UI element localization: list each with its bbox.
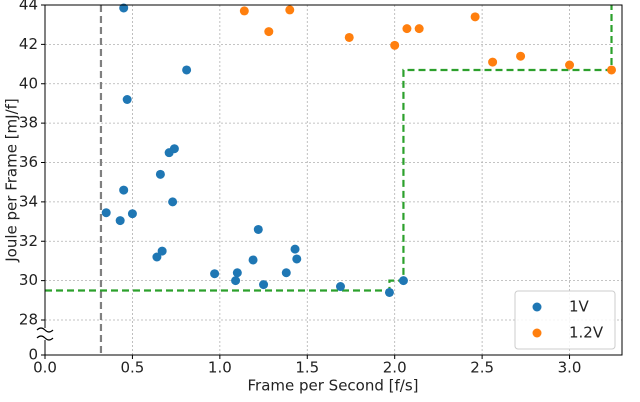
x-axis-label: Frame per Second [f/s] [247,377,418,395]
data-point [253,224,263,234]
data-point [182,65,192,75]
frontier-line [45,5,613,292]
data-point [152,252,162,262]
legend-label: 1.2V [569,324,604,342]
data-point [101,208,111,218]
data-point [281,268,291,278]
legend-label: 1V [569,298,590,316]
x-tick-label: 3.0 [558,359,582,377]
y-tick-label: 0 [28,346,38,364]
y-tick-label: 42 [19,35,38,53]
data-point [344,32,354,42]
y-tick-label: 28 [19,311,38,329]
x-tick-label: 1.0 [208,359,232,377]
data-point [157,246,167,256]
x-tick-label: 0.5 [120,359,144,377]
data-point [398,276,408,286]
data-point [119,185,129,195]
data-point [115,216,125,226]
data-point [335,282,345,292]
data-point [390,40,400,50]
data-point [232,268,242,278]
y-tick-label: 40 [19,74,38,92]
plot-frame [44,4,623,356]
x-tick-label: 1.5 [295,359,319,377]
y-tick-label: 34 [19,192,38,210]
data-point [248,255,258,265]
data-point [210,269,220,279]
y-axis-label: Joule per Frame [mJ/f] [3,98,21,263]
data-point [285,5,295,15]
axis-break-mask [42,328,48,340]
y-tick-label: 36 [19,153,38,171]
data-point [384,287,394,297]
legend-marker [532,302,542,312]
data-point [122,95,132,104]
data-point [292,254,302,264]
y-tick-label: 32 [19,232,38,250]
data-point [164,148,174,158]
data-point [414,24,424,34]
data-point [127,209,137,219]
data-point [259,280,269,290]
x-tick-label: 0.0 [33,359,57,377]
y-tick-label: 30 [19,271,38,289]
data-point [168,197,178,207]
y-tick-label: 38 [19,114,38,132]
data-point [402,24,412,34]
data-point [290,244,300,254]
data-point [231,276,241,286]
data-point [239,6,249,16]
data-point [470,12,480,22]
data-point [516,51,526,61]
data-point [264,27,274,37]
data-point [488,57,498,67]
axis-break [36,327,54,341]
data-point [565,60,575,70]
x-tick-label: 2.0 [383,359,407,377]
data-point [119,3,129,13]
legend-marker [532,328,542,338]
x-tick-label: 2.5 [470,359,494,377]
y-tick-label: 44 [19,0,38,14]
data-point [155,169,165,179]
data-point [607,65,617,75]
